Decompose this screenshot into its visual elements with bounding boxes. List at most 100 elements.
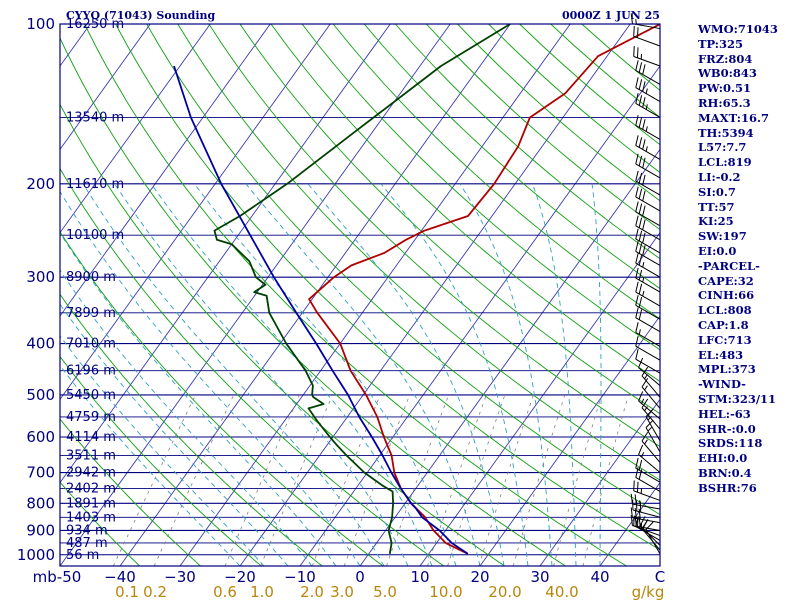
wind-barb-staff — [638, 454, 661, 473]
index-value: TP:325 — [698, 36, 744, 51]
wind-barb — [645, 419, 661, 453]
index-value: LFC:713 — [698, 332, 752, 347]
wind-barb-staff — [633, 490, 661, 501]
wind-barb — [635, 267, 661, 293]
dry-adiabat-line — [60, 167, 445, 566]
wind-barb-flag — [642, 205, 646, 216]
index-value: HEL:-63 — [698, 406, 751, 421]
wind-barb-flag — [638, 155, 643, 167]
wind-barb-half-flag — [642, 262, 645, 268]
wind-barb-flag — [638, 217, 643, 228]
index-value: LI:-0.2 — [698, 169, 741, 184]
wind-barb-flag — [635, 294, 639, 306]
wind-barb-flag — [638, 357, 644, 368]
wind-barb — [633, 45, 661, 67]
wind-barb-flag — [642, 219, 646, 230]
height-label: 934 m — [66, 523, 108, 538]
wind-barb-flag — [642, 119, 646, 130]
height-label: 10100 m — [66, 228, 124, 243]
wind-barb-flag — [634, 508, 637, 519]
wind-barb-flag — [638, 391, 644, 402]
wind-barb-flag — [635, 60, 639, 71]
wind-barb-flag — [642, 245, 646, 256]
pressure-tick-label: 100 — [26, 15, 55, 33]
wind-barb-flag — [638, 309, 643, 320]
height-label: 7010 m — [66, 337, 116, 352]
index-value: EI:0.0 — [698, 243, 737, 258]
wind-barb — [635, 135, 661, 160]
wind-barb-flag — [635, 322, 639, 333]
wind-barb-staff — [633, 55, 661, 67]
height-label: 5450 m — [66, 388, 116, 403]
wind-barb-staff — [632, 525, 661, 531]
wind-barb-flag — [630, 515, 633, 526]
index-value: SW:197 — [698, 229, 747, 244]
wind-barb-flag — [635, 457, 639, 469]
parcel-profile-line — [173, 65, 469, 555]
indices-panel: WMO:71043 TP:325 FRZ:804 WB0:843 PW:0.51 RH:6… — [698, 22, 798, 496]
wind-barb — [635, 307, 661, 333]
wind-barb — [635, 348, 661, 374]
dry-adiabat-line — [60, 355, 262, 566]
wind-barb-staff — [635, 145, 661, 160]
wind-barb-flag — [630, 507, 633, 518]
wind-barb-staff — [635, 277, 661, 293]
index-value: EL:483 — [698, 347, 744, 362]
pressure-tick-label: 200 — [26, 175, 55, 193]
wind-barb-flag — [638, 79, 643, 90]
wind-barb-flag — [638, 444, 644, 455]
dry-adiabat-line — [60, 36, 566, 566]
isotherm-line — [419, 231, 660, 566]
plot-frame — [59, 23, 661, 567]
temperature-tick-label: −10 — [284, 568, 316, 586]
wind-barb-staff — [635, 304, 661, 320]
isotherm-line — [60, 24, 211, 234]
wind-barb-flag — [630, 493, 633, 505]
wind-barb — [641, 398, 661, 430]
height-label: 1403 m — [66, 510, 116, 525]
wind-barb-flag — [635, 170, 639, 182]
wind-barb-staff — [635, 124, 661, 140]
index-value: WB0:843 — [698, 66, 757, 81]
moist-adiabat-line — [150, 183, 433, 566]
temperature-tick-label: 0 — [355, 568, 365, 586]
wind-barb-flag — [638, 243, 643, 254]
wind-barb-flag — [636, 47, 639, 58]
wind-barb-flag — [635, 241, 639, 252]
wind-barb-staff — [635, 250, 661, 266]
wind-barb — [633, 515, 661, 537]
pressure-tick-label: 600 — [26, 428, 55, 446]
wind-barb-flag — [638, 508, 641, 520]
wind-barb-staff — [635, 345, 661, 361]
wind-barb — [635, 93, 661, 118]
wind-barb — [635, 215, 661, 241]
index-value: L57:7.7 — [698, 140, 747, 155]
index-value: LCL:808 — [698, 303, 752, 318]
wind-barb-flag — [635, 267, 639, 279]
wind-barb-flag — [638, 203, 643, 214]
wind-barb-flag — [636, 27, 639, 38]
wind-barb-flag — [638, 95, 643, 106]
wind-barb-flag — [638, 459, 643, 471]
index-value: CAPE:32 — [698, 273, 754, 288]
wind-barb-flag — [634, 494, 637, 505]
moist-adiabat-line — [380, 183, 529, 566]
wind-barb-flag — [635, 335, 639, 347]
isotherm-line — [60, 24, 451, 566]
wind-barb — [635, 60, 661, 85]
index-value: PW:0.51 — [698, 81, 752, 96]
grid-layer — [60, 24, 660, 566]
isotherm-line — [60, 24, 391, 484]
mixing-ratio-label: 3.0 — [330, 583, 354, 600]
wind-barb — [645, 408, 661, 442]
wind-barb-staff — [638, 367, 661, 386]
wind-barb-staff — [641, 407, 661, 430]
temperature-tick-label: −20 — [224, 568, 256, 586]
isotherm-line — [179, 24, 571, 566]
wind-barb-half-flag — [642, 276, 645, 283]
wind-barb-staff — [635, 163, 661, 179]
wind-barb-flag — [638, 188, 643, 200]
moist-adiabat-line — [60, 190, 361, 566]
